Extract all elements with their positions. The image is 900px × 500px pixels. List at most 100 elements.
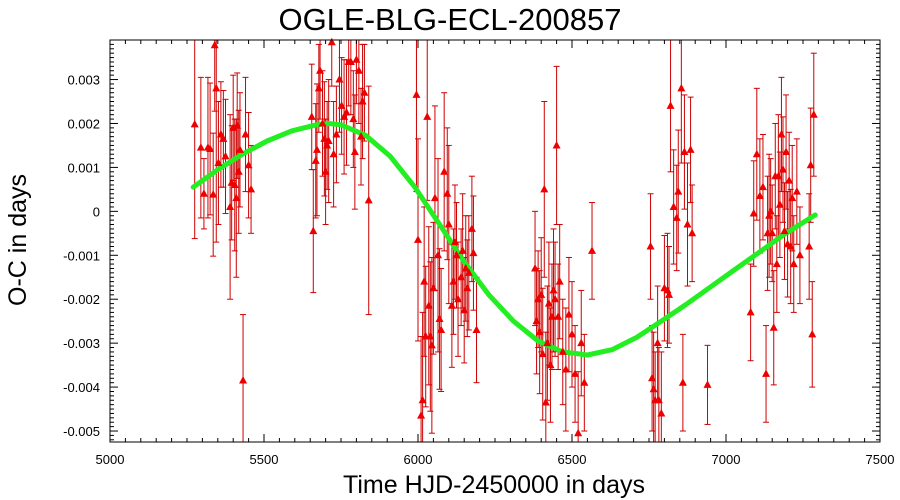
data-point [672, 213, 681, 221]
data-point [780, 226, 789, 235]
data-point [646, 241, 655, 250]
data-point [226, 202, 235, 210]
data-point [469, 248, 478, 257]
data-point [686, 145, 695, 153]
data-point [648, 373, 657, 382]
data-point [777, 129, 786, 138]
data-point [531, 263, 540, 272]
data-point [327, 37, 336, 46]
data-point [808, 329, 817, 338]
data-point [233, 121, 242, 129]
data-point [755, 191, 764, 199]
data-point [342, 107, 351, 116]
data-point [349, 114, 358, 123]
data-point [314, 83, 323, 92]
data-point [457, 272, 466, 281]
data-point [786, 241, 795, 250]
x-tick-label: 7500 [866, 452, 895, 467]
errorbar [191, 40, 198, 240]
data-point [532, 316, 541, 325]
y-tick-label: -0.001 [63, 248, 100, 263]
data-point [234, 167, 243, 175]
data-point [358, 97, 367, 105]
errorbar [211, 40, 218, 112]
y-tick-label: 0.001 [67, 160, 100, 175]
data-point [199, 189, 208, 197]
data-point [774, 171, 783, 180]
data-point [426, 332, 435, 340]
data-point [789, 259, 798, 268]
data-point [552, 140, 561, 149]
data-point [768, 228, 777, 237]
data-point [318, 118, 327, 127]
data-point [577, 338, 586, 347]
data-point [210, 40, 219, 49]
data-point [323, 140, 332, 149]
data-point [665, 290, 674, 298]
data-point [547, 312, 556, 320]
data-point [241, 129, 250, 138]
data-point [463, 283, 472, 292]
data-point [454, 294, 463, 303]
errorbar [213, 40, 220, 243]
axes: 5000 5500 6000 6500 7000 7500 -0.005 -0.004 -0.0… [63, 40, 894, 467]
y-axis-label: O-C in days [4, 174, 32, 306]
data-point [540, 184, 549, 193]
data-point [568, 329, 576, 338]
data-point [424, 301, 433, 309]
data-point [307, 112, 316, 120]
data-point [795, 250, 804, 259]
data-point [209, 190, 218, 198]
data-point [235, 145, 244, 153]
data-point [414, 235, 422, 243]
y-tick-label: -0.002 [63, 292, 100, 307]
data-point [558, 347, 567, 355]
data-point [429, 283, 438, 292]
data-point [549, 285, 558, 294]
y-tick-label: -0.003 [63, 336, 100, 351]
fit-curve [190, 121, 818, 358]
data-point [443, 189, 452, 197]
data-point [762, 369, 771, 377]
data-point [461, 263, 470, 272]
data-point [649, 384, 658, 393]
data-point [464, 268, 473, 276]
data-point [806, 160, 815, 169]
data-point [809, 110, 818, 118]
data-point [677, 83, 686, 92]
data-point [554, 312, 563, 320]
data-point [420, 277, 429, 285]
data-point [430, 193, 439, 202]
data-point [452, 250, 461, 259]
data-point [332, 129, 341, 138]
data-point [772, 259, 781, 268]
data-point [449, 277, 458, 285]
data-point [417, 411, 426, 419]
data-point [782, 147, 791, 156]
data-point [232, 193, 241, 202]
data-point [357, 132, 366, 140]
data-point [746, 307, 755, 316]
data-point [329, 149, 338, 158]
data-point [571, 369, 580, 377]
data-point [683, 220, 692, 228]
data-point [749, 209, 758, 217]
y-tick-label: -0.005 [63, 424, 100, 439]
data-point [555, 277, 564, 285]
data-point [688, 228, 697, 237]
data-point [537, 290, 546, 298]
data-point [354, 66, 363, 74]
data-point [360, 88, 369, 96]
x-tick-label: 7000 [712, 452, 741, 467]
plot-area [190, 37, 818, 442]
data-point [350, 147, 359, 156]
data-point [551, 294, 560, 303]
data-point [340, 112, 349, 120]
data-point [434, 250, 443, 259]
errorbar [542, 331, 549, 442]
data-point [785, 176, 794, 184]
data-point [472, 325, 481, 333]
errorbar [678, 40, 685, 164]
data-point [221, 151, 230, 160]
